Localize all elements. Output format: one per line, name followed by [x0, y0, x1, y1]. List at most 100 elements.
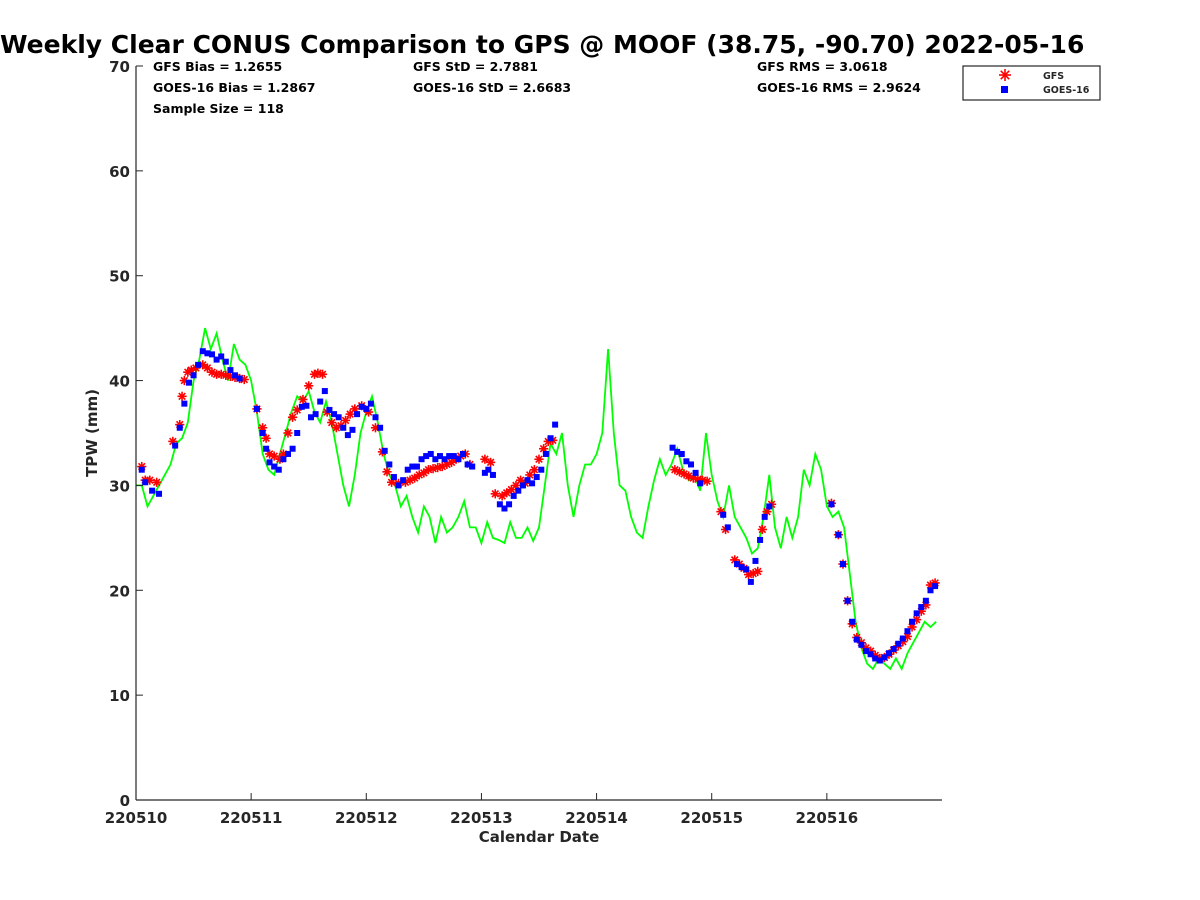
goes-point	[747, 578, 754, 585]
goes-point	[881, 654, 888, 661]
goes-point	[423, 453, 430, 460]
legend-gfs-label: GFS	[1043, 71, 1064, 82]
x-tick-label: 220510	[105, 809, 168, 827]
goes-point	[510, 492, 517, 499]
legend-box	[962, 65, 1101, 101]
goes-bias-stat: GOES-16 Bias = 1.2867	[153, 80, 316, 95]
goes-point	[259, 430, 266, 436]
goes-point	[395, 482, 402, 489]
goes-point	[298, 403, 305, 410]
goes-point	[828, 501, 835, 508]
goes-point	[909, 618, 916, 625]
y-tick-label: 30	[109, 477, 130, 495]
goes-point	[236, 375, 243, 382]
goes-point	[349, 426, 356, 433]
goes-point	[185, 379, 192, 386]
x-axis-label: Calendar Date	[479, 828, 600, 846]
gfs-point	[382, 467, 392, 477]
goes-point	[927, 587, 934, 594]
gfs-point	[410, 473, 420, 483]
gfs-point	[269, 451, 279, 461]
x-tick-label: 220515	[680, 809, 743, 827]
gfs-point	[317, 369, 328, 379]
gfs-point	[446, 457, 457, 467]
goes-point	[720, 511, 727, 518]
goes-point	[381, 447, 388, 454]
goes-point	[312, 411, 319, 418]
y-tick-label: 70	[109, 58, 130, 76]
goes-std-stat: GOES-16 StD = 2.6683	[413, 80, 572, 95]
goes-point	[377, 424, 384, 431]
goes-point	[533, 474, 540, 481]
goes-point	[367, 400, 374, 407]
goes-series	[138, 348, 939, 664]
goes-point	[752, 557, 759, 564]
goes-point	[886, 650, 893, 657]
goes-point	[271, 463, 278, 470]
goes-point	[142, 479, 149, 486]
goes-point	[863, 648, 870, 655]
goes-point	[213, 356, 220, 363]
legend-gfs-star	[999, 69, 1011, 81]
goes-point	[149, 487, 156, 494]
gfs-point	[340, 415, 351, 426]
goes-point	[284, 450, 291, 457]
goes-point	[913, 610, 920, 617]
goes-point	[464, 461, 471, 468]
gfs-point	[287, 412, 298, 422]
goes-point	[386, 461, 393, 468]
gfs-point	[490, 489, 500, 499]
goes-point	[446, 453, 453, 460]
goes-point	[738, 564, 745, 571]
goes-point	[156, 490, 163, 497]
goes-point	[390, 474, 397, 481]
goes-point	[678, 450, 685, 457]
goes-point	[844, 597, 851, 604]
x-tick-label: 220511	[220, 809, 283, 827]
x-tick-label: 220512	[335, 809, 398, 827]
goes-point	[232, 372, 239, 379]
goes-point	[427, 450, 434, 457]
y-tick-label: 50	[109, 268, 130, 286]
goes-point	[253, 405, 260, 412]
legend-gfs-marker	[999, 69, 1011, 81]
goes-point	[552, 421, 559, 428]
goes-point	[344, 432, 351, 439]
goes-point	[275, 466, 282, 473]
goes-point	[669, 444, 676, 451]
goes-point	[441, 456, 448, 463]
goes-point	[400, 477, 407, 484]
y-tick-label: 0	[120, 792, 130, 810]
gfs-point	[753, 566, 763, 577]
goes-point	[922, 597, 929, 604]
goes-point	[335, 414, 342, 421]
goes-point	[687, 461, 694, 468]
goes-point	[890, 646, 897, 653]
gfs-point	[486, 457, 496, 467]
goes-point	[524, 477, 531, 484]
goes-point	[409, 463, 416, 470]
goes-point	[743, 566, 750, 573]
goes-point	[757, 536, 764, 543]
goes-point	[761, 513, 768, 520]
goes-point	[529, 480, 536, 487]
goes-point	[331, 411, 338, 418]
goes-point	[481, 469, 488, 476]
gfs-point	[529, 465, 539, 475]
goes-point	[895, 640, 902, 647]
legend-goes-label: GOES-16	[1043, 85, 1090, 96]
gfs-rms-stat: GFS RMS = 3.0618	[757, 59, 888, 74]
goes-point	[489, 471, 496, 478]
goes-point	[858, 641, 865, 648]
goes-point	[204, 350, 211, 357]
goes-point	[418, 456, 425, 463]
x-tick-label: 220514	[565, 809, 628, 827]
gfs-point	[502, 488, 512, 498]
gfs-point	[304, 381, 314, 391]
goes-point	[404, 466, 411, 473]
goes-point	[538, 466, 545, 473]
goes-point	[190, 372, 197, 379]
goes-point	[289, 445, 296, 452]
goes-point	[515, 487, 522, 494]
